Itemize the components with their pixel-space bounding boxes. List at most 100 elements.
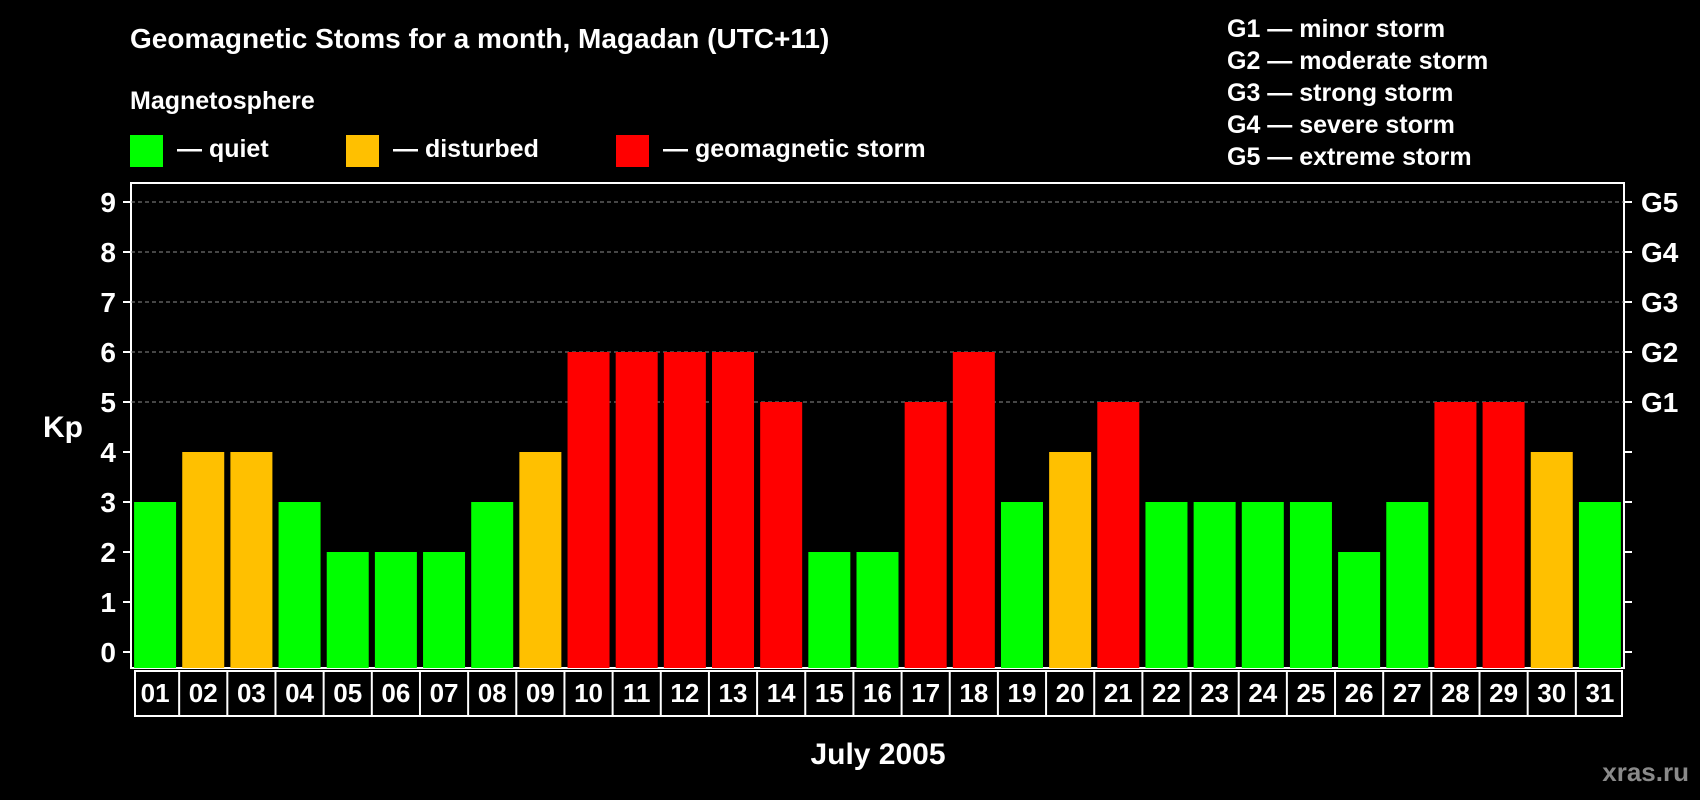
bar-07 bbox=[423, 552, 466, 668]
x-tick-label: 07 bbox=[430, 678, 459, 708]
bar-14 bbox=[760, 402, 803, 668]
storm-scale-g4: G4 — severe storm bbox=[1227, 111, 1455, 139]
y-tick-label: 1 bbox=[100, 587, 116, 618]
x-tick-label: 05 bbox=[333, 678, 362, 708]
bar-01 bbox=[134, 502, 177, 668]
storm-scale-g1: G1 — minor storm bbox=[1227, 15, 1445, 43]
bar-15 bbox=[808, 552, 851, 668]
right-axis-label: G5 bbox=[1641, 187, 1678, 218]
bars bbox=[134, 352, 1621, 668]
storm-scale-g5: G5 — extreme storm bbox=[1227, 143, 1472, 171]
x-tick-label: 06 bbox=[381, 678, 410, 708]
bar-30 bbox=[1530, 452, 1573, 668]
bar-18 bbox=[952, 352, 995, 668]
x-tick-label: 29 bbox=[1489, 678, 1518, 708]
bar-20 bbox=[1049, 452, 1092, 668]
bar-28 bbox=[1434, 402, 1477, 668]
chart-title: Geomagnetic Stoms for a month, Magadan (… bbox=[130, 23, 829, 54]
bar-24 bbox=[1241, 502, 1284, 668]
x-tick-label: 31 bbox=[1585, 678, 1614, 708]
x-tick-label: 18 bbox=[959, 678, 988, 708]
bar-19 bbox=[1000, 502, 1043, 668]
y-tick-label: 7 bbox=[100, 287, 116, 318]
x-tick-label: 26 bbox=[1345, 678, 1374, 708]
right-axis-label: G3 bbox=[1641, 287, 1678, 318]
bar-09 bbox=[519, 452, 562, 668]
x-tick-label: 08 bbox=[478, 678, 507, 708]
y-tick-label: 9 bbox=[100, 187, 116, 218]
x-tick-label: 16 bbox=[863, 678, 892, 708]
x-tick-label: 17 bbox=[911, 678, 940, 708]
watermark: xras.ru bbox=[1602, 757, 1689, 787]
x-tick-label: 12 bbox=[670, 678, 699, 708]
legend-swatch-storm bbox=[616, 135, 649, 167]
legend-swatch-disturbed bbox=[346, 135, 379, 167]
y-tick-label: 4 bbox=[100, 437, 116, 468]
x-tick-label: 03 bbox=[237, 678, 266, 708]
bar-02 bbox=[182, 452, 225, 668]
bar-11 bbox=[615, 352, 658, 668]
bar-25 bbox=[1289, 502, 1332, 668]
x-tick-label: 01 bbox=[141, 678, 170, 708]
bar-16 bbox=[856, 552, 899, 668]
bar-26 bbox=[1338, 552, 1381, 668]
y-tick-label: 6 bbox=[100, 337, 116, 368]
bar-10 bbox=[567, 352, 610, 668]
bar-22 bbox=[1145, 502, 1188, 668]
x-tick-label: 04 bbox=[285, 678, 314, 708]
legend-heading: Magnetosphere bbox=[130, 87, 315, 115]
x-tick-label: 21 bbox=[1104, 678, 1133, 708]
x-label-frame bbox=[134, 670, 1623, 717]
x-tick-label: 13 bbox=[719, 678, 748, 708]
x-tick-label: 11 bbox=[623, 678, 651, 708]
bar-05 bbox=[326, 552, 369, 668]
y-axis: 0 1 2 3 4 5 6 7 8 9 bbox=[100, 187, 131, 668]
bar-17 bbox=[904, 402, 947, 668]
x-tick-label: 15 bbox=[815, 678, 844, 708]
bar-12 bbox=[663, 352, 706, 668]
bar-27 bbox=[1386, 502, 1429, 668]
right-axis-label: G4 bbox=[1641, 237, 1679, 268]
x-tick-label: 19 bbox=[1008, 678, 1037, 708]
legend-label-disturbed: — disturbed bbox=[393, 135, 539, 163]
x-axis: 01 02 03 04 05 06 07 08 09 10 11 12 13 14 15 16 17 18 19 20… bbox=[134, 670, 1623, 717]
storm-scale-g2: G2 — moderate storm bbox=[1227, 47, 1488, 75]
bar-23 bbox=[1193, 502, 1236, 668]
y-tick-label: 5 bbox=[100, 387, 116, 418]
x-tick-label: 09 bbox=[526, 678, 555, 708]
x-tick-label: 23 bbox=[1200, 678, 1229, 708]
x-tick-label: 10 bbox=[574, 678, 603, 708]
legend-swatch-quiet bbox=[130, 135, 163, 167]
bar-03 bbox=[230, 452, 273, 668]
x-axis-label: July 2005 bbox=[810, 738, 945, 771]
bar-31 bbox=[1578, 502, 1621, 668]
y-tick-label: 0 bbox=[100, 637, 116, 668]
storm-scale-g3: G3 — strong storm bbox=[1227, 79, 1453, 107]
x-tick-label: 02 bbox=[189, 678, 218, 708]
bar-04 bbox=[278, 502, 321, 668]
y-tick-label: 8 bbox=[100, 237, 116, 268]
legend-label-quiet: — quiet bbox=[177, 135, 269, 163]
legend-label-storm: — geomagnetic storm bbox=[663, 135, 926, 163]
x-tick-label: 22 bbox=[1152, 678, 1181, 708]
right-axis-label: G2 bbox=[1641, 337, 1678, 368]
right-axis-label: G1 bbox=[1641, 387, 1678, 418]
grid-lines bbox=[131, 201, 1624, 403]
x-tick-label: 28 bbox=[1441, 678, 1470, 708]
bar-13 bbox=[712, 352, 755, 668]
bar-29 bbox=[1482, 402, 1525, 668]
x-tick-label: 20 bbox=[1056, 678, 1085, 708]
right-axis: G1 G2 G3 G4 G5 bbox=[1624, 187, 1679, 653]
x-tick-label: 14 bbox=[767, 678, 796, 708]
y-axis-label: Kp bbox=[43, 411, 83, 444]
x-tick-label: 27 bbox=[1393, 678, 1422, 708]
x-tick-label: 25 bbox=[1296, 678, 1325, 708]
x-tick-label: 30 bbox=[1537, 678, 1566, 708]
bar-06 bbox=[374, 552, 417, 668]
y-tick-label: 2 bbox=[100, 537, 116, 568]
bar-21 bbox=[1097, 402, 1140, 668]
y-tick-label: 3 bbox=[100, 487, 116, 518]
bar-08 bbox=[471, 502, 514, 668]
x-tick-label: 24 bbox=[1248, 678, 1277, 708]
